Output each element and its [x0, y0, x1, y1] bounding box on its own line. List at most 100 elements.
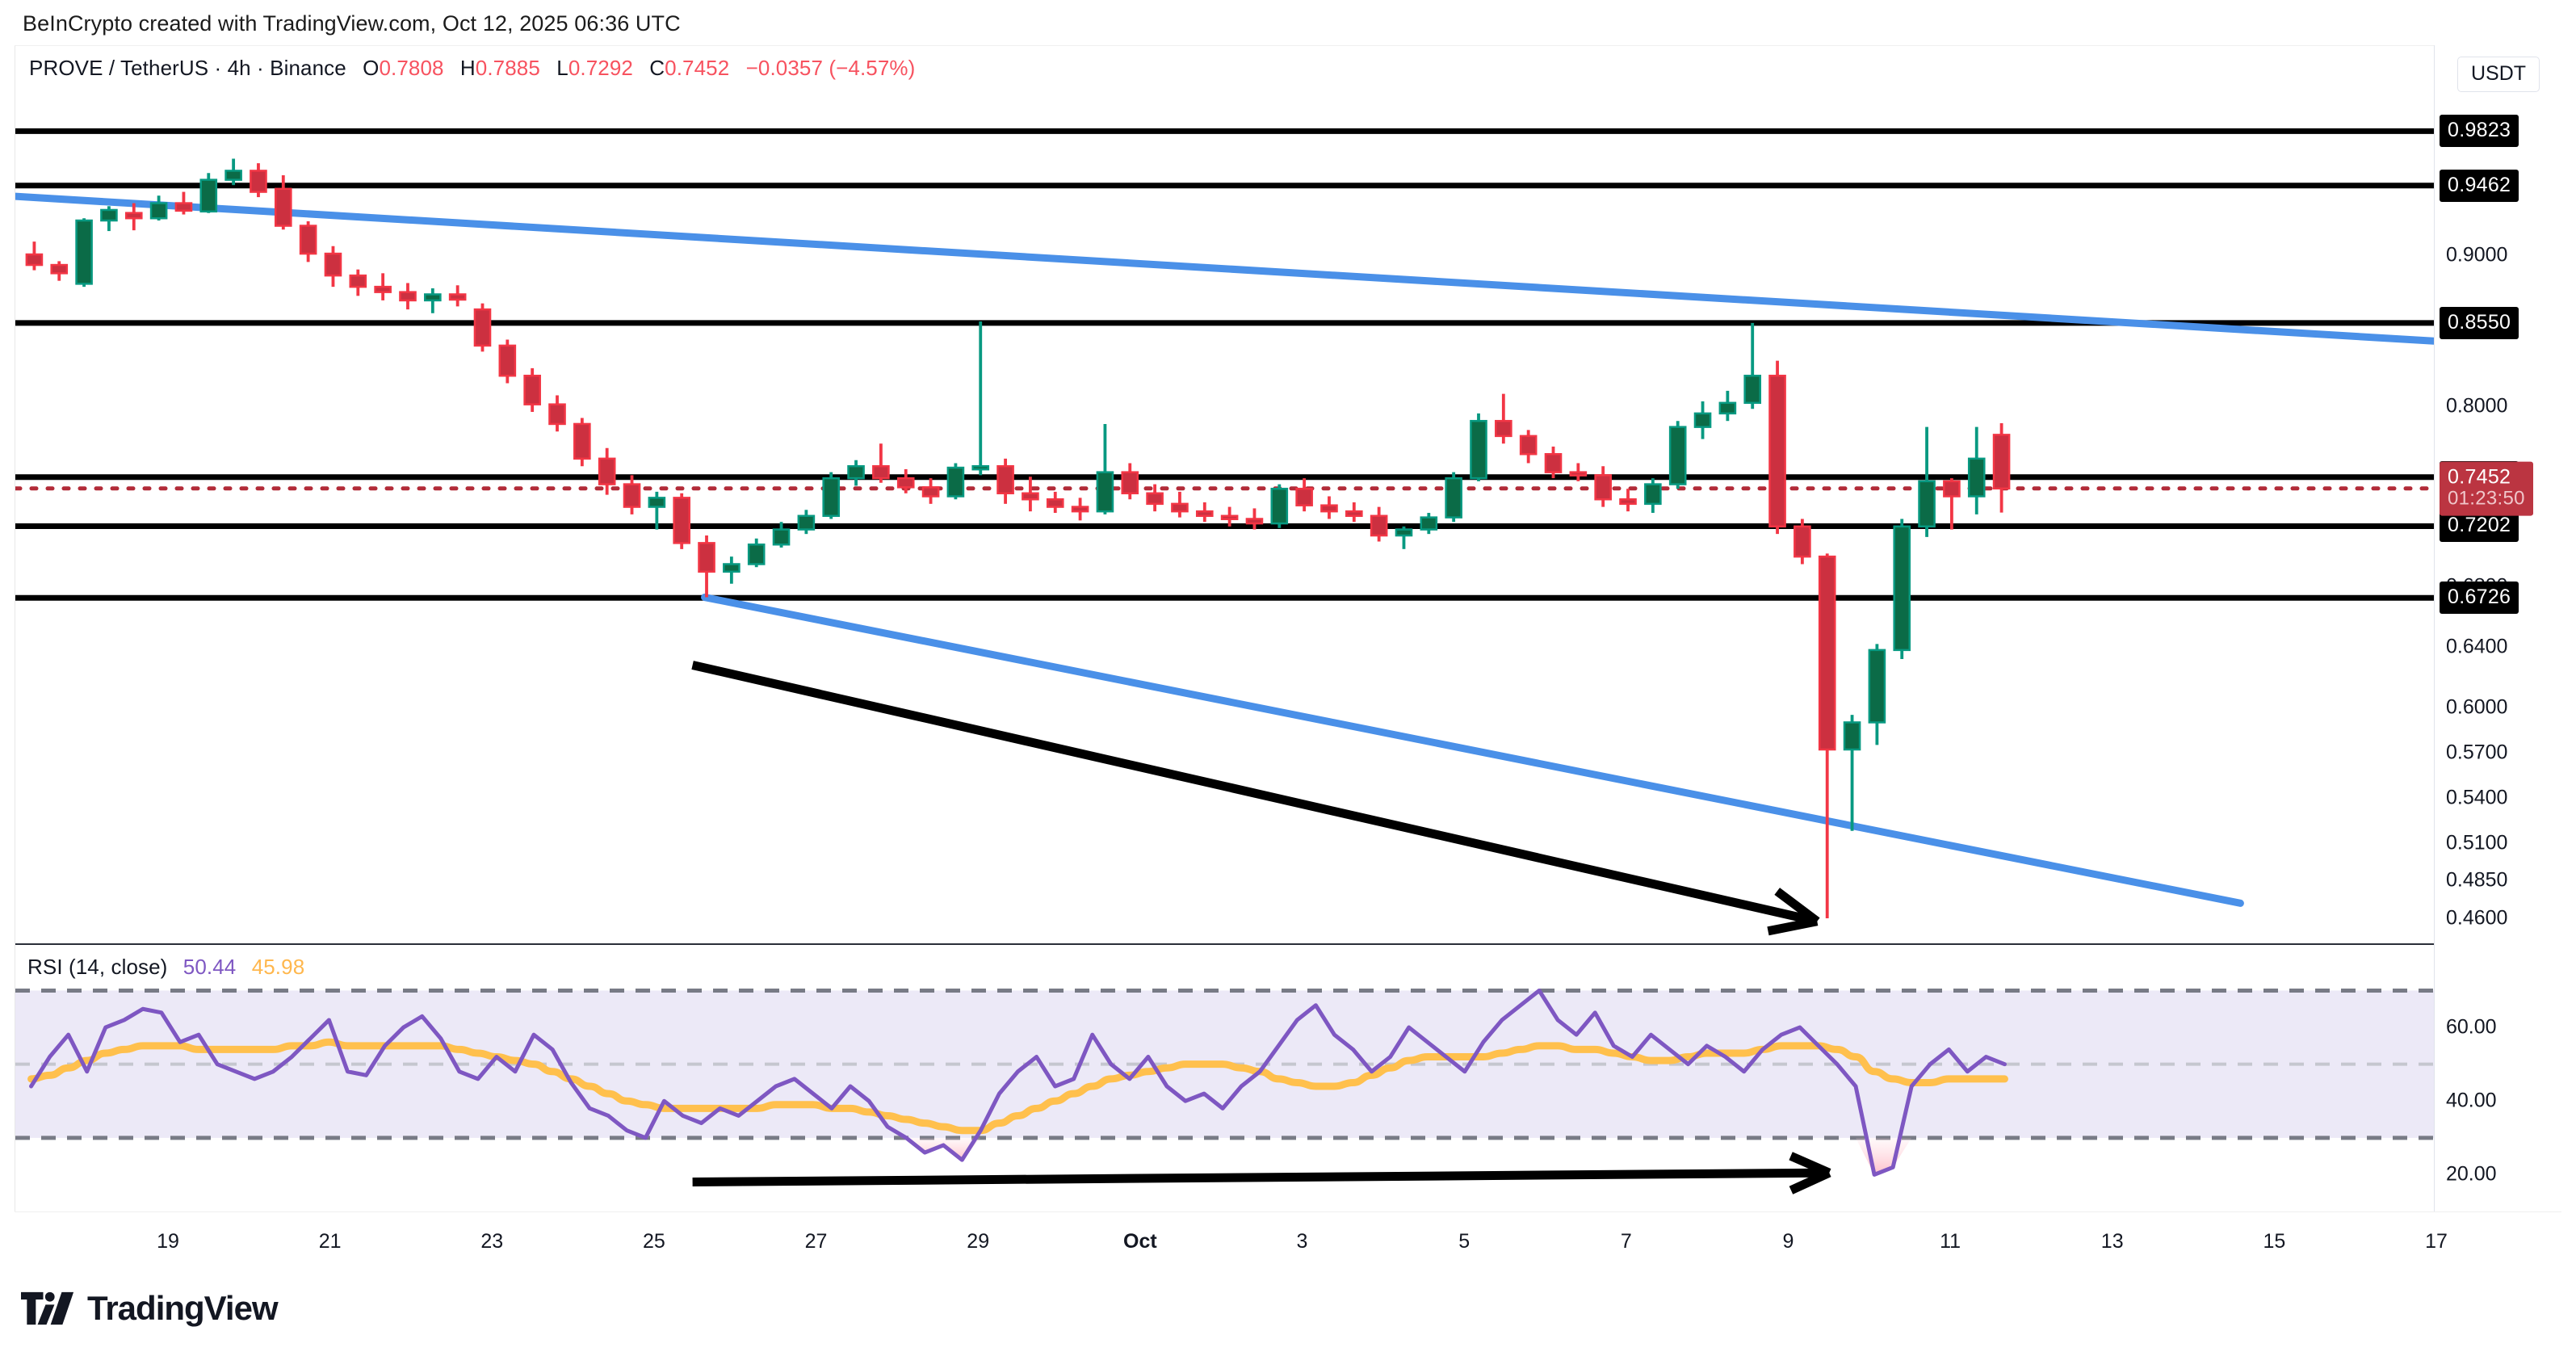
candlestick: [1743, 322, 1762, 409]
candlestick: [1245, 508, 1264, 530]
candlestick: [1370, 506, 1388, 542]
candlestick: [822, 472, 841, 519]
trendline-lower-descending-support[interactable]: [701, 594, 2244, 907]
candlestick: [274, 175, 292, 230]
price-axis[interactable]: USDT 0.90000.80000.68000.64000.60000.570…: [2434, 45, 2561, 1266]
candle-body: [573, 422, 591, 460]
candlestick: [896, 468, 915, 493]
price-level-badge[interactable]: 0.9462: [2440, 169, 2519, 202]
high-label: H: [459, 56, 476, 80]
candlestick: [1171, 491, 1189, 518]
candle-body: [1743, 374, 1762, 405]
candlestick: [224, 158, 242, 186]
candlestick: [1918, 426, 1936, 537]
candlestick: [1992, 423, 2011, 513]
rsi-ma-path[interactable]: [27, 1038, 2008, 1135]
rsi-legend: RSI (14, close) 50.44 45.98: [27, 955, 304, 980]
price-tick: 0.9000: [2446, 243, 2508, 267]
currency-chip[interactable]: USDT: [2457, 57, 2540, 92]
symbol-title[interactable]: PROVE / TetherUS · 4h · Binance: [29, 56, 346, 80]
candlestick: [1220, 506, 1239, 527]
candlestick: [1345, 502, 1363, 523]
candle-body: [1943, 480, 1961, 498]
time-tick: 29: [967, 1230, 990, 1253]
time-tick: 25: [643, 1230, 665, 1253]
candlestick: [548, 395, 566, 432]
bar-countdown: 01:23:50: [2448, 487, 2525, 510]
candlestick: [1943, 478, 1961, 530]
price-pane[interactable]: [15, 97, 2434, 941]
time-axis[interactable]: 19 21 23 25 27 29 Oct 3 5 7 9 11 13 15 17: [15, 1211, 2561, 1266]
trendlines: [15, 192, 2434, 907]
candlestick: [623, 475, 641, 514]
tradingview-wordmark: TradingView: [87, 1289, 279, 1327]
rsi-oversold-region: [906, 1137, 981, 1161]
candle-body: [174, 202, 193, 212]
candle-body: [872, 464, 890, 480]
candle-body: [324, 252, 342, 277]
rsi-indicator-name[interactable]: RSI (14, close): [27, 955, 168, 979]
price-level-badge[interactable]: 0.9823: [2440, 115, 2519, 148]
time-tick: Oct: [1123, 1230, 1157, 1253]
candlestick: [872, 443, 890, 483]
candle-body: [1096, 471, 1114, 513]
rsi-chart-svg: [15, 988, 2434, 1195]
candle-body: [1544, 453, 1563, 473]
candle-body: [648, 497, 666, 508]
candle-body: [448, 293, 467, 301]
close-value: 0.7452: [665, 56, 730, 80]
current-price-badge[interactable]: 0.7452 01:23:50: [2440, 461, 2533, 516]
candle-body: [124, 212, 143, 220]
candle-body: [250, 170, 267, 193]
candlestick: [1420, 513, 1438, 535]
time-tick: 3: [1296, 1230, 1308, 1253]
candlestick: [100, 206, 118, 232]
rsi-tick: 40.00: [2446, 1089, 2497, 1112]
high-value: 0.7885: [475, 56, 540, 80]
candlestick: [1967, 426, 1986, 514]
candle-body: [1718, 401, 1737, 415]
time-tick: 21: [318, 1230, 342, 1253]
rsi-path[interactable]: [29, 988, 2007, 1177]
candle-body: [772, 528, 791, 546]
rsi-divergence-arrow[interactable]: [692, 1152, 1831, 1195]
candlestick: [75, 218, 93, 288]
price-tick: 0.4850: [2446, 868, 2508, 892]
candlestick: [1569, 463, 1588, 481]
price-tick: 0.4600: [2446, 906, 2508, 930]
candle-body: [1470, 419, 1487, 480]
candlestick: [1146, 484, 1164, 512]
candle-body: [822, 477, 841, 518]
price-chart-svg: [15, 128, 2434, 936]
tradingview-logo-icon: [21, 1291, 74, 1325]
price-annotations: [691, 661, 1820, 936]
candle-body: [1320, 504, 1338, 513]
price-tick: 0.5700: [2446, 741, 2508, 764]
candlestick: [50, 261, 69, 281]
candlestick: [1495, 393, 1512, 444]
rsi-pane[interactable]: [15, 961, 2434, 1211]
rsi-ma-current-value: 45.98: [251, 955, 305, 979]
candlestick: [698, 535, 715, 598]
price-tick: 0.6000: [2446, 695, 2508, 719]
candlestick: [946, 463, 965, 500]
candle-body: [374, 285, 392, 293]
candle-body: [623, 483, 641, 508]
candlestick: [648, 491, 666, 530]
candle-body: [1370, 514, 1388, 537]
candle-body: [1022, 492, 1039, 501]
time-tick: 13: [2100, 1230, 2124, 1253]
price-level-badge[interactable]: 0.8550: [2440, 306, 2519, 339]
candlestick: [971, 321, 990, 476]
candle-body: [996, 464, 1014, 495]
candlestick: [573, 418, 591, 467]
trendline-upper-descending-resistance[interactable]: [15, 192, 2434, 345]
symbol-legend: PROVE / TetherUS · 4h · Binance O0.7808 …: [29, 56, 915, 81]
price-level-badge[interactable]: 0.6726: [2440, 582, 2519, 615]
candlestick: [1818, 553, 1836, 919]
price-breakdown-arrow[interactable]: [691, 661, 1820, 936]
price-tick: 0.8000: [2446, 394, 2508, 418]
candle-body: [1519, 435, 1538, 456]
candlestick: [797, 510, 816, 535]
candle-body: [1794, 525, 1811, 558]
